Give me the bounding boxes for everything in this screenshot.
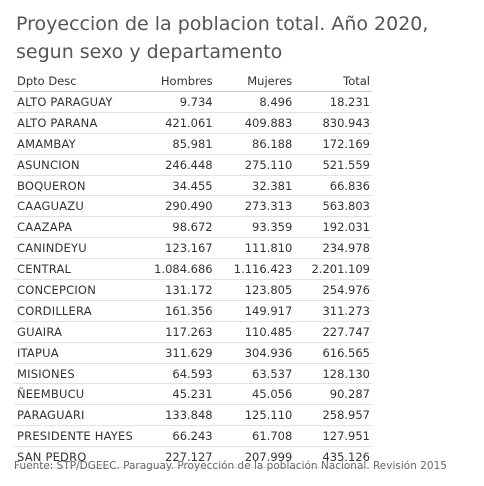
department-cell: ALTO PARAGUAY <box>14 91 135 113</box>
table-row[interactable]: ÑEEMBUCU 45.231 45.056 90.287 <box>14 383 372 406</box>
department-cell: ÑEEMBUCU <box>14 383 135 406</box>
department-cell: CENTRAL <box>14 258 135 281</box>
hombres-cell: 34.455 <box>134 175 215 197</box>
mujeres-cell: 110.485 <box>214 321 295 343</box>
department-cell: CONCEPCION <box>14 279 135 301</box>
mujeres-cell: 207.999 <box>214 446 295 469</box>
hombres-cell: 9.734 <box>134 91 215 113</box>
mujeres-cell: 8.496 <box>214 91 295 113</box>
total-cell: 128.130 <box>294 363 372 385</box>
total-cell: 616.565 <box>294 342 372 364</box>
hombres-cell: 311.629 <box>134 342 215 364</box>
department-cell: CANINDEYU <box>14 237 135 260</box>
header-row: Dpto Desc Hombres Mujeres Total <box>14 71 372 92</box>
total-cell: 192.031 <box>294 216 372 239</box>
mujeres-cell: 86.188 <box>214 133 295 155</box>
department-cell: ITAPUA <box>14 342 135 364</box>
mujeres-cell: 125.110 <box>214 404 295 427</box>
department-cell: PRESIDENTE HAYES <box>14 425 135 448</box>
department-cell: GUAIRA <box>14 321 135 343</box>
hombres-cell: 290.490 <box>134 195 215 218</box>
column-header-mujeres[interactable]: Mujeres <box>214 71 295 92</box>
table-row[interactable]: PARAGUARI 133.848 125.110 258.957 <box>14 404 372 427</box>
hombres-cell: 246.448 <box>134 154 215 176</box>
total-cell: 311.273 <box>294 300 372 322</box>
hombres-cell: 131.172 <box>134 279 215 301</box>
total-cell: 90.287 <box>294 383 372 406</box>
table-row[interactable]: CORDILLERA 161.356 149.917 311.273 <box>14 300 372 322</box>
department-cell: BOQUERON <box>14 175 135 197</box>
department-cell: ALTO PARANA <box>14 112 135 134</box>
column-header-dpto[interactable]: Dpto Desc <box>14 71 135 92</box>
chart-title: Proyeccion de la poblacion total. Año 20… <box>16 13 429 63</box>
total-cell: 172.169 <box>294 133 372 155</box>
hombres-cell: 133.848 <box>134 404 215 427</box>
total-cell: 2.201.109 <box>294 258 372 281</box>
mujeres-cell: 275.110 <box>214 154 295 176</box>
total-cell: 254.976 <box>294 279 372 301</box>
total-cell: 521.559 <box>294 154 372 176</box>
department-cell: CAAZAPA <box>14 216 135 239</box>
mujeres-cell: 123.805 <box>214 279 295 301</box>
table-row[interactable]: ALTO PARAGUAY 9.734 8.496 18.231 <box>14 91 372 113</box>
table-row[interactable]: CAAZAPA 98.672 93.359 192.031 <box>14 216 372 239</box>
table-row[interactable]: CAAGUAZU 290.490 273.313 563.803 <box>14 195 372 218</box>
source-footnote: Fuente: STP/DGEEC. Paraguay. Proyección … <box>14 460 447 472</box>
mujeres-cell: 111.810 <box>214 237 295 260</box>
table-row[interactable]: CENTRAL 1.084.686 1.116.423 2.201.109 <box>14 258 372 281</box>
total-cell: 830.943 <box>294 112 372 134</box>
column-header-hombres[interactable]: Hombres <box>134 71 215 92</box>
total-cell: 234.978 <box>294 237 372 260</box>
total-cell: 227.747 <box>294 321 372 343</box>
table-body: ALTO PARAGUAY 9.734 8.496 18.231 ALTO PARANA… <box>14 91 372 469</box>
total-cell: 258.957 <box>294 404 372 427</box>
department-cell: AMAMBAY <box>14 133 135 155</box>
table-row[interactable]: GUAIRA 117.263 110.485 227.747 <box>14 321 372 343</box>
table-row[interactable]: CONCEPCION 131.172 123.805 254.976 <box>14 279 372 301</box>
department-cell: CORDILLERA <box>14 300 135 322</box>
hombres-cell: 85.981 <box>134 133 215 155</box>
table-row[interactable]: ALTO PARANA 421.061 409.883 830.943 <box>14 112 372 134</box>
hombres-cell: 98.672 <box>134 216 215 239</box>
table-row[interactable]: ITAPUA 311.629 304.936 616.565 <box>14 342 372 364</box>
mujeres-cell: 93.359 <box>214 216 295 239</box>
table-row[interactable]: PRESIDENTE HAYES 66.243 61.708 127.951 <box>14 425 372 448</box>
hombres-cell: 421.061 <box>134 112 215 134</box>
mujeres-cell: 409.883 <box>214 112 295 134</box>
hombres-cell: 45.231 <box>134 383 215 406</box>
department-cell: ASUNCION <box>14 154 135 176</box>
hombres-cell: 123.167 <box>134 237 215 260</box>
hombres-cell: 117.263 <box>134 321 215 343</box>
population-table: Dpto Desc Hombres Mujeres Total ALTO PAR… <box>14 71 372 469</box>
column-header-total[interactable]: Total <box>294 71 372 92</box>
total-cell: 66.836 <box>294 175 372 197</box>
mujeres-cell: 149.917 <box>214 300 295 322</box>
total-cell: 563.803 <box>294 195 372 218</box>
department-cell: MISIONES <box>14 363 135 385</box>
hombres-cell: 66.243 <box>134 425 215 448</box>
mujeres-cell: 63.537 <box>214 363 295 385</box>
total-cell: 127.951 <box>294 425 372 448</box>
department-cell: SAN PEDRO <box>14 446 135 469</box>
table-row[interactable]: SAN PEDRO 227.127 207.999 435.126 <box>14 446 372 469</box>
mujeres-cell: 1.116.423 <box>214 258 295 281</box>
table-row[interactable]: BOQUERON 34.455 32.381 66.836 <box>14 175 372 197</box>
table-row[interactable]: ASUNCION 246.448 275.110 521.559 <box>14 154 372 176</box>
hombres-cell: 64.593 <box>134 363 215 385</box>
department-cell: PARAGUARI <box>14 404 135 427</box>
hombres-cell: 1.084.686 <box>134 258 215 281</box>
hombres-cell: 227.127 <box>134 446 215 469</box>
mujeres-cell: 273.313 <box>214 195 295 218</box>
hombres-cell: 161.356 <box>134 300 215 322</box>
mujeres-cell: 61.708 <box>214 425 295 448</box>
mujeres-cell: 32.381 <box>214 175 295 197</box>
total-cell: 435.126 <box>294 446 372 469</box>
department-cell: CAAGUAZU <box>14 195 135 218</box>
table-row[interactable]: AMAMBAY 85.981 86.188 172.169 <box>14 133 372 155</box>
mujeres-cell: 45.056 <box>214 383 295 406</box>
table-row[interactable]: MISIONES 64.593 63.537 128.130 <box>14 363 372 385</box>
table-row[interactable]: CANINDEYU 123.167 111.810 234.978 <box>14 237 372 260</box>
total-cell: 18.231 <box>294 91 372 113</box>
mujeres-cell: 304.936 <box>214 342 295 364</box>
